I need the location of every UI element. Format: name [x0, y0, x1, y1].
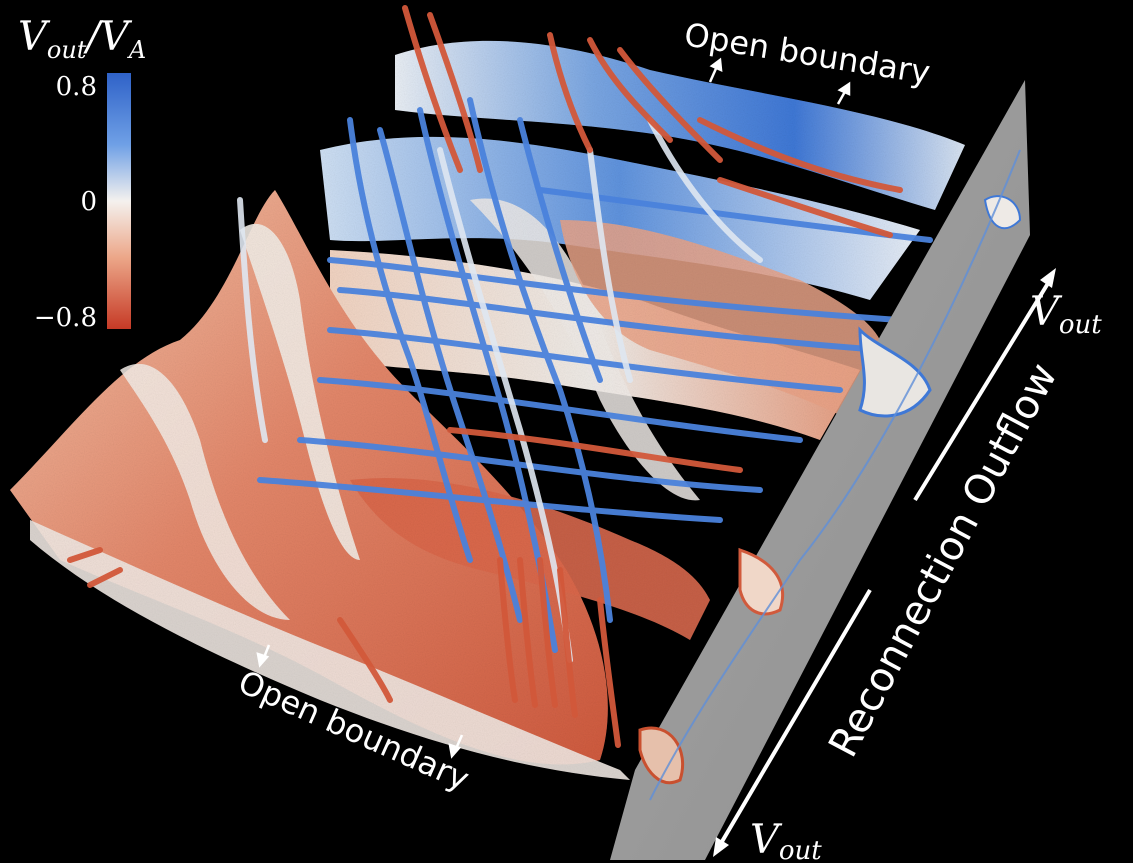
slice-current-sheet: [649, 149, 1021, 801]
colorbar-gradient: [107, 73, 131, 329]
sheet-ridge-1: [240, 223, 360, 560]
colorbar-tick-min: −0.8: [34, 303, 97, 333]
slice-plane-surface: [610, 80, 1030, 860]
sheet-right: [560, 220, 880, 420]
field-lines: [67, 5, 933, 748]
arrow-icon: [708, 57, 851, 105]
arrow-up-icon: [1040, 268, 1056, 288]
vout-upper-label: Vout: [1030, 289, 1102, 340]
slice-features-3: [638, 726, 685, 785]
sheet-ridge-3: [120, 363, 290, 620]
outflow-lower-line: [718, 588, 872, 847]
vout-lower-label: Vout: [750, 817, 822, 863]
sheet-ridge-2: [470, 198, 700, 501]
sheet-blue-band: [320, 136, 920, 300]
outflow-upper-line: [913, 278, 1052, 502]
sheet-lower-red: [350, 478, 710, 640]
slice-features-2: [738, 547, 785, 616]
floor-surface: [30, 520, 630, 780]
sheet-left-wave: [10, 190, 608, 765]
colorbar-title: Vout/VA: [18, 14, 146, 64]
arrow-down-icon: [713, 837, 729, 857]
slice-plane: [610, 80, 1030, 860]
arrow-icon: [256, 644, 464, 759]
colorbar-tick-zero: 0: [80, 187, 97, 217]
slice-features-1: [858, 326, 932, 418]
vortex-sheets: [10, 40, 965, 780]
colorbar: Vout/VA 0.8 0 −0.8: [18, 14, 146, 333]
colorbar-tick-max: 0.8: [56, 72, 97, 102]
